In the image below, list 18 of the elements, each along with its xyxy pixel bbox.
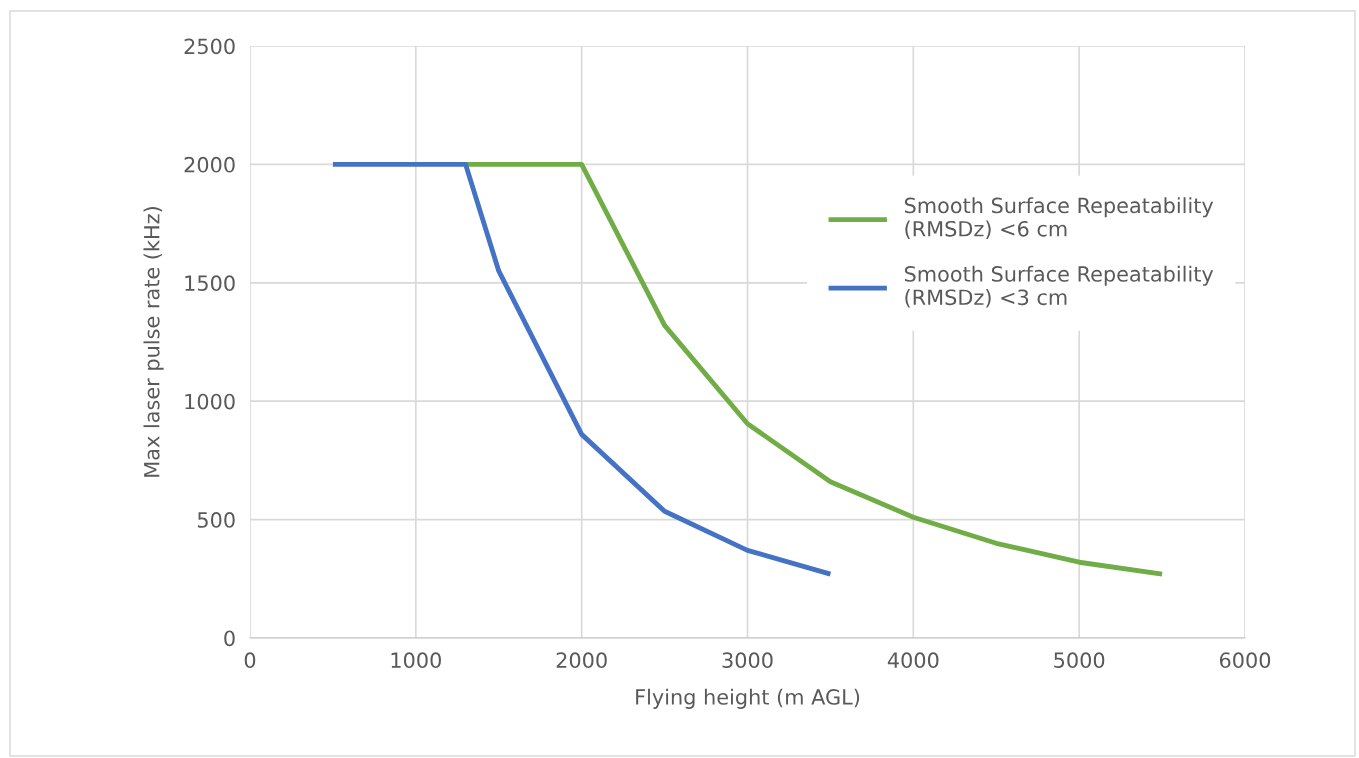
x-tick-label: 5000 [1054, 652, 1105, 669]
x-tick-label: 0 [244, 652, 256, 669]
y-tick-label: 1000 [185, 393, 235, 410]
line-series [330, 161, 833, 577]
y-axis-title: Max laser pulse rate (kHz) [143, 207, 164, 477]
legend-label: Smooth Surface Repeatability (RMSDz) <6 cm [904, 197, 1214, 240]
x-tick-label: 2000 [556, 652, 607, 669]
y-tick-label: 2500 [184, 38, 235, 55]
y-tick-label: 2000 [184, 156, 235, 173]
y-tick-label: 0 [224, 630, 235, 647]
x-tick-label: 3000 [722, 652, 773, 669]
x-tick-label: 6000 [1219, 652, 1271, 669]
legend-label: Smooth Surface Repeatability (RMSDz) <3 cm [904, 265, 1214, 308]
x-tick-label: 1000 [391, 652, 441, 669]
y-tick-label: 500 [197, 512, 235, 528]
y-tick-label: 1500 [185, 275, 235, 292]
x-tick-label: 4000 [887, 652, 939, 669]
x-axis-title: Flying height (m AGL) [636, 688, 860, 709]
